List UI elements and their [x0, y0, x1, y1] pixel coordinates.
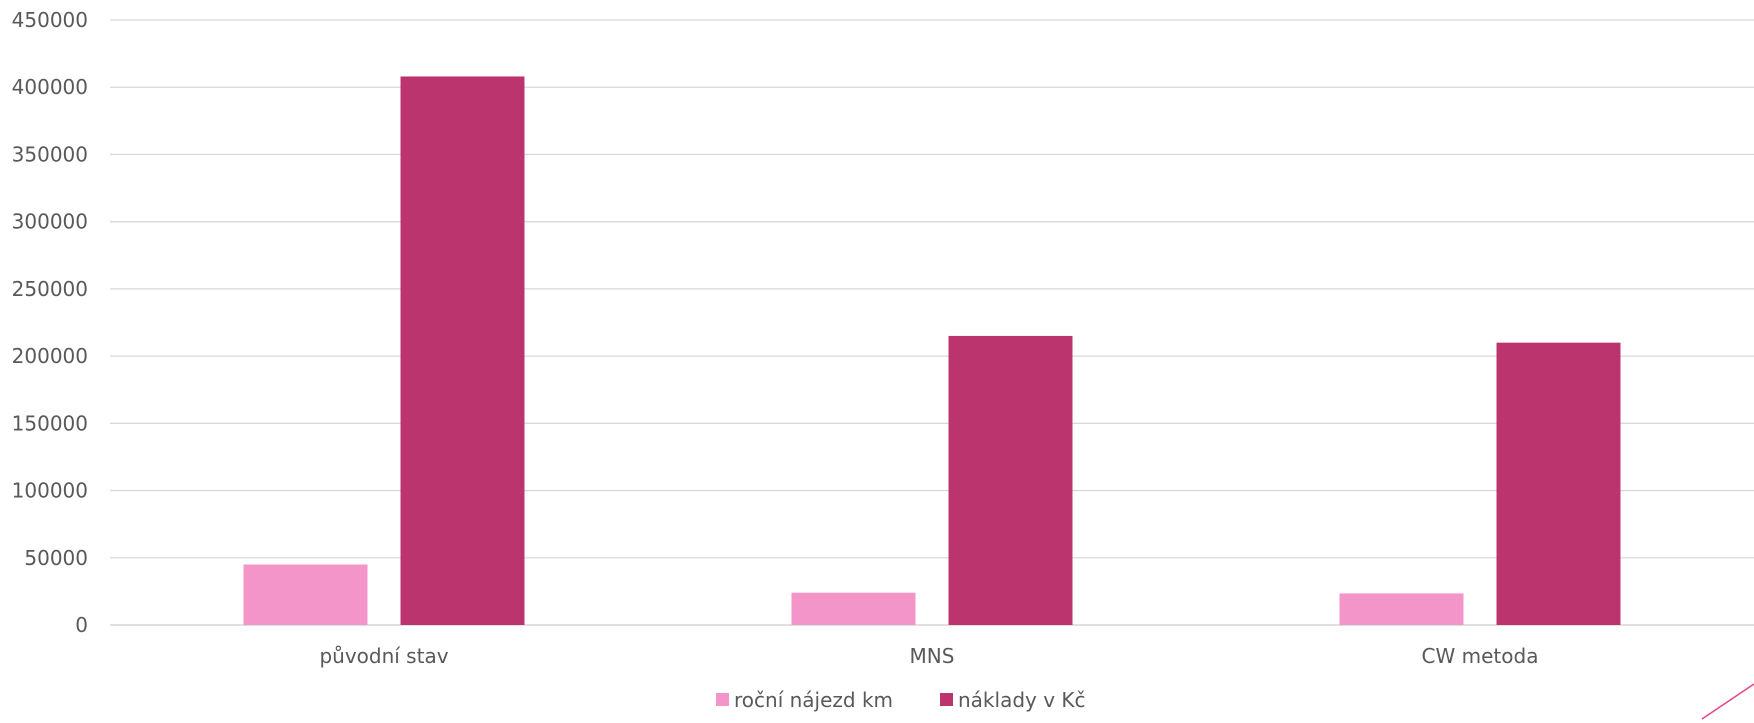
y-tick-label: 250000	[12, 277, 88, 301]
bar-rocni-najezd-km	[243, 564, 368, 625]
bar-naklady-v-kc	[400, 76, 525, 625]
bar-rocni-najezd-km	[1339, 593, 1464, 625]
y-axis-tick-labels: 0 50000 100000 150000 200000 250000 300000 3500…	[12, 8, 88, 637]
y-tick-label: 450000	[12, 8, 88, 32]
x-category-label: MNS	[910, 644, 955, 668]
bars	[243, 76, 1621, 625]
bar-naklady-v-kc	[948, 335, 1073, 625]
legend-label: roční nájezd km	[734, 688, 893, 712]
corner-decoration-line	[1701, 683, 1754, 720]
x-category-label: původní stav	[319, 644, 448, 668]
legend: roční nájezd km náklady v Kč	[716, 688, 1086, 712]
y-tick-label: 350000	[12, 142, 88, 166]
legend-swatch	[716, 693, 729, 706]
y-tick-label: 100000	[12, 479, 88, 503]
x-axis-category-labels: původní stav MNS CW metoda	[319, 644, 1538, 668]
y-tick-label: 0	[75, 613, 88, 637]
legend-swatch	[940, 693, 953, 706]
y-tick-label: 200000	[12, 344, 88, 368]
bar-naklady-v-kc	[1496, 342, 1621, 625]
y-tick-label: 300000	[12, 210, 88, 234]
y-tick-label: 50000	[24, 546, 88, 570]
y-tick-label: 150000	[12, 411, 88, 435]
legend-label: náklady v Kč	[958, 688, 1086, 712]
bar-rocni-najezd-km	[791, 592, 916, 625]
y-tick-label: 400000	[12, 75, 88, 99]
gridlines	[110, 19, 1754, 626]
x-category-label: CW metoda	[1422, 644, 1539, 668]
